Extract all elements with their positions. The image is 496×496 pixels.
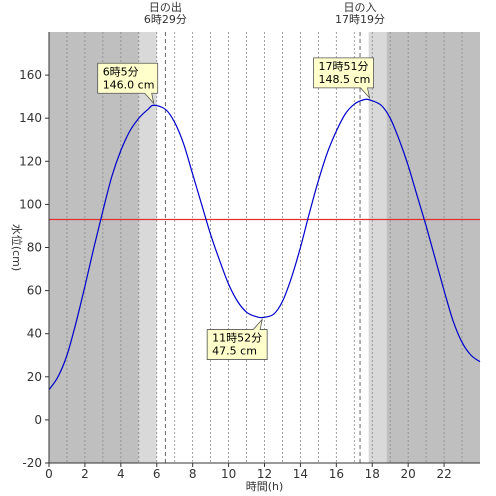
sunset-time: 17時19分 <box>335 13 385 26</box>
y-tick-label: 100 <box>19 197 42 211</box>
twilight-band-evening <box>368 32 387 463</box>
y-tick-label: 120 <box>19 154 42 168</box>
x-tick-label: 6 <box>153 467 161 481</box>
y-tick-label: 20 <box>27 370 42 384</box>
sunset-title: 日の入 <box>344 1 377 14</box>
x-tick-label: 0 <box>45 467 53 481</box>
callout-box <box>97 62 159 105</box>
twilight-band-morning <box>138 32 157 463</box>
night-band-evening <box>386 32 480 463</box>
y-tick-label: 160 <box>19 68 42 82</box>
callout-time: 11時52分 <box>212 332 262 345</box>
callout-value: 146.0 cm <box>103 78 155 91</box>
y-tick-label: 80 <box>27 241 42 255</box>
callout-time: 17時51分 <box>319 60 369 73</box>
callout-value: 47.5 cm <box>212 345 257 358</box>
x-tick-label: 18 <box>365 467 380 481</box>
sunrise-time: 6時29分 <box>144 13 187 26</box>
tide-curve <box>48 98 481 391</box>
x-axis-title: 時間(h) <box>246 480 284 493</box>
y-tick-label: 0 <box>34 413 42 427</box>
sunrise-title: 日の出 <box>149 0 182 14</box>
x-tick-label: 12 <box>257 467 272 481</box>
callout-box <box>206 318 268 360</box>
x-tick-label: 22 <box>436 467 451 481</box>
y-tick-label: -20 <box>22 456 42 470</box>
y-tick-label: 140 <box>19 111 42 125</box>
callout-time: 6時5分 <box>103 65 139 78</box>
x-tick-label: 14 <box>293 467 308 481</box>
callout-box <box>313 57 374 100</box>
x-tick-label: 2 <box>81 467 89 481</box>
callout-value: 148.5 cm <box>319 73 371 86</box>
y-tick-label: 40 <box>27 327 42 341</box>
x-tick-label: 20 <box>401 467 416 481</box>
x-tick-label: 16 <box>329 467 344 481</box>
x-tick-label: 4 <box>117 467 125 481</box>
y-tick-label: 60 <box>27 284 42 298</box>
day-band <box>156 32 369 463</box>
x-tick-label: 8 <box>189 467 197 481</box>
y-axis-title: 水位(cm) <box>10 224 24 271</box>
x-tick-label: 10 <box>221 467 236 481</box>
